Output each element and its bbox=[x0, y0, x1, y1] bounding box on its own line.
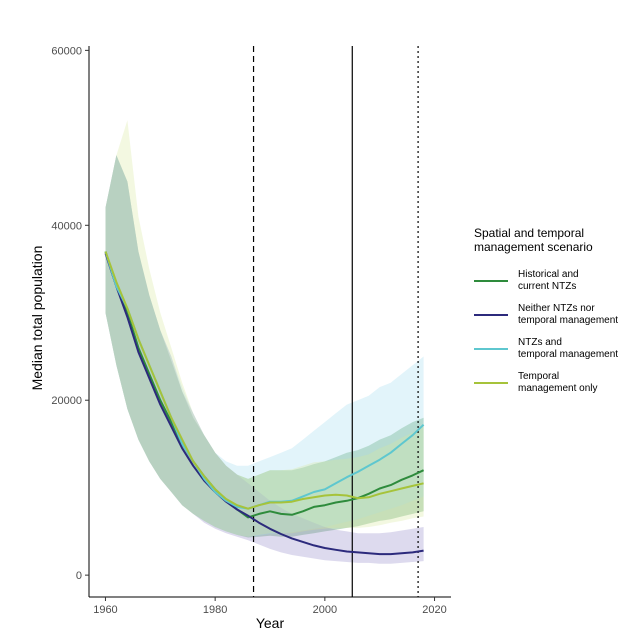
reference-lines bbox=[252, 46, 419, 597]
line-temporal-management-only bbox=[104, 251, 424, 510]
axes bbox=[85, 46, 451, 601]
legend-item-temporal-only: Temporal management only bbox=[474, 366, 640, 400]
legend-key-historical-ntzs bbox=[474, 280, 508, 282]
legend: Spatial and temporal management scenario… bbox=[474, 226, 640, 400]
x-tick-label: 1980 bbox=[203, 604, 227, 616]
legend-label: Temporal management only bbox=[518, 371, 598, 394]
y-tick-label: 0 bbox=[76, 570, 82, 582]
legend-title: Spatial and temporal management scenario bbox=[474, 226, 593, 254]
legend-item-historical-ntzs: Historical and current NTZs bbox=[474, 264, 640, 298]
y-tick-label: 20000 bbox=[51, 395, 82, 407]
legend-item-ntzs-temporal: NTZs and temporal management bbox=[474, 332, 640, 366]
tick-labels: 0 20000 40000 60000 1960 1980 2000 2020 bbox=[51, 45, 446, 616]
y-axis-title: Median total population bbox=[29, 246, 45, 391]
y-tick-label: 60000 bbox=[51, 45, 82, 57]
line-neither-ntzs-nor-temporal-management bbox=[104, 252, 424, 556]
legend-key-ntzs-temporal bbox=[474, 348, 508, 350]
y-tick-label: 40000 bbox=[51, 220, 82, 232]
band-ntzs-and-temporal-management bbox=[105, 155, 424, 537]
band-temporal-management-only bbox=[105, 120, 424, 537]
confidence-bands bbox=[105, 120, 424, 564]
legend-label: Historical and current NTZs bbox=[518, 269, 579, 292]
legend-label: Neither NTZs nor temporal management bbox=[518, 303, 619, 326]
x-tick-label: 2000 bbox=[313, 604, 337, 616]
x-axis-title: Year bbox=[256, 615, 285, 631]
series-lines bbox=[104, 251, 425, 556]
x-tick-label: 1960 bbox=[93, 604, 117, 616]
band-neither-ntzs-nor-temporal-management bbox=[105, 155, 424, 564]
legend-item-neither: Neither NTZs nor temporal management bbox=[474, 298, 640, 332]
band-historical-and-current-ntzs bbox=[105, 155, 424, 538]
line-historical-and-current-ntzs bbox=[104, 251, 425, 519]
legend-key-neither bbox=[474, 314, 508, 316]
x-tick-label: 2020 bbox=[422, 604, 446, 616]
legend-key-temporal-only bbox=[474, 382, 508, 384]
legend-label: NTZs and temporal management bbox=[518, 337, 619, 360]
